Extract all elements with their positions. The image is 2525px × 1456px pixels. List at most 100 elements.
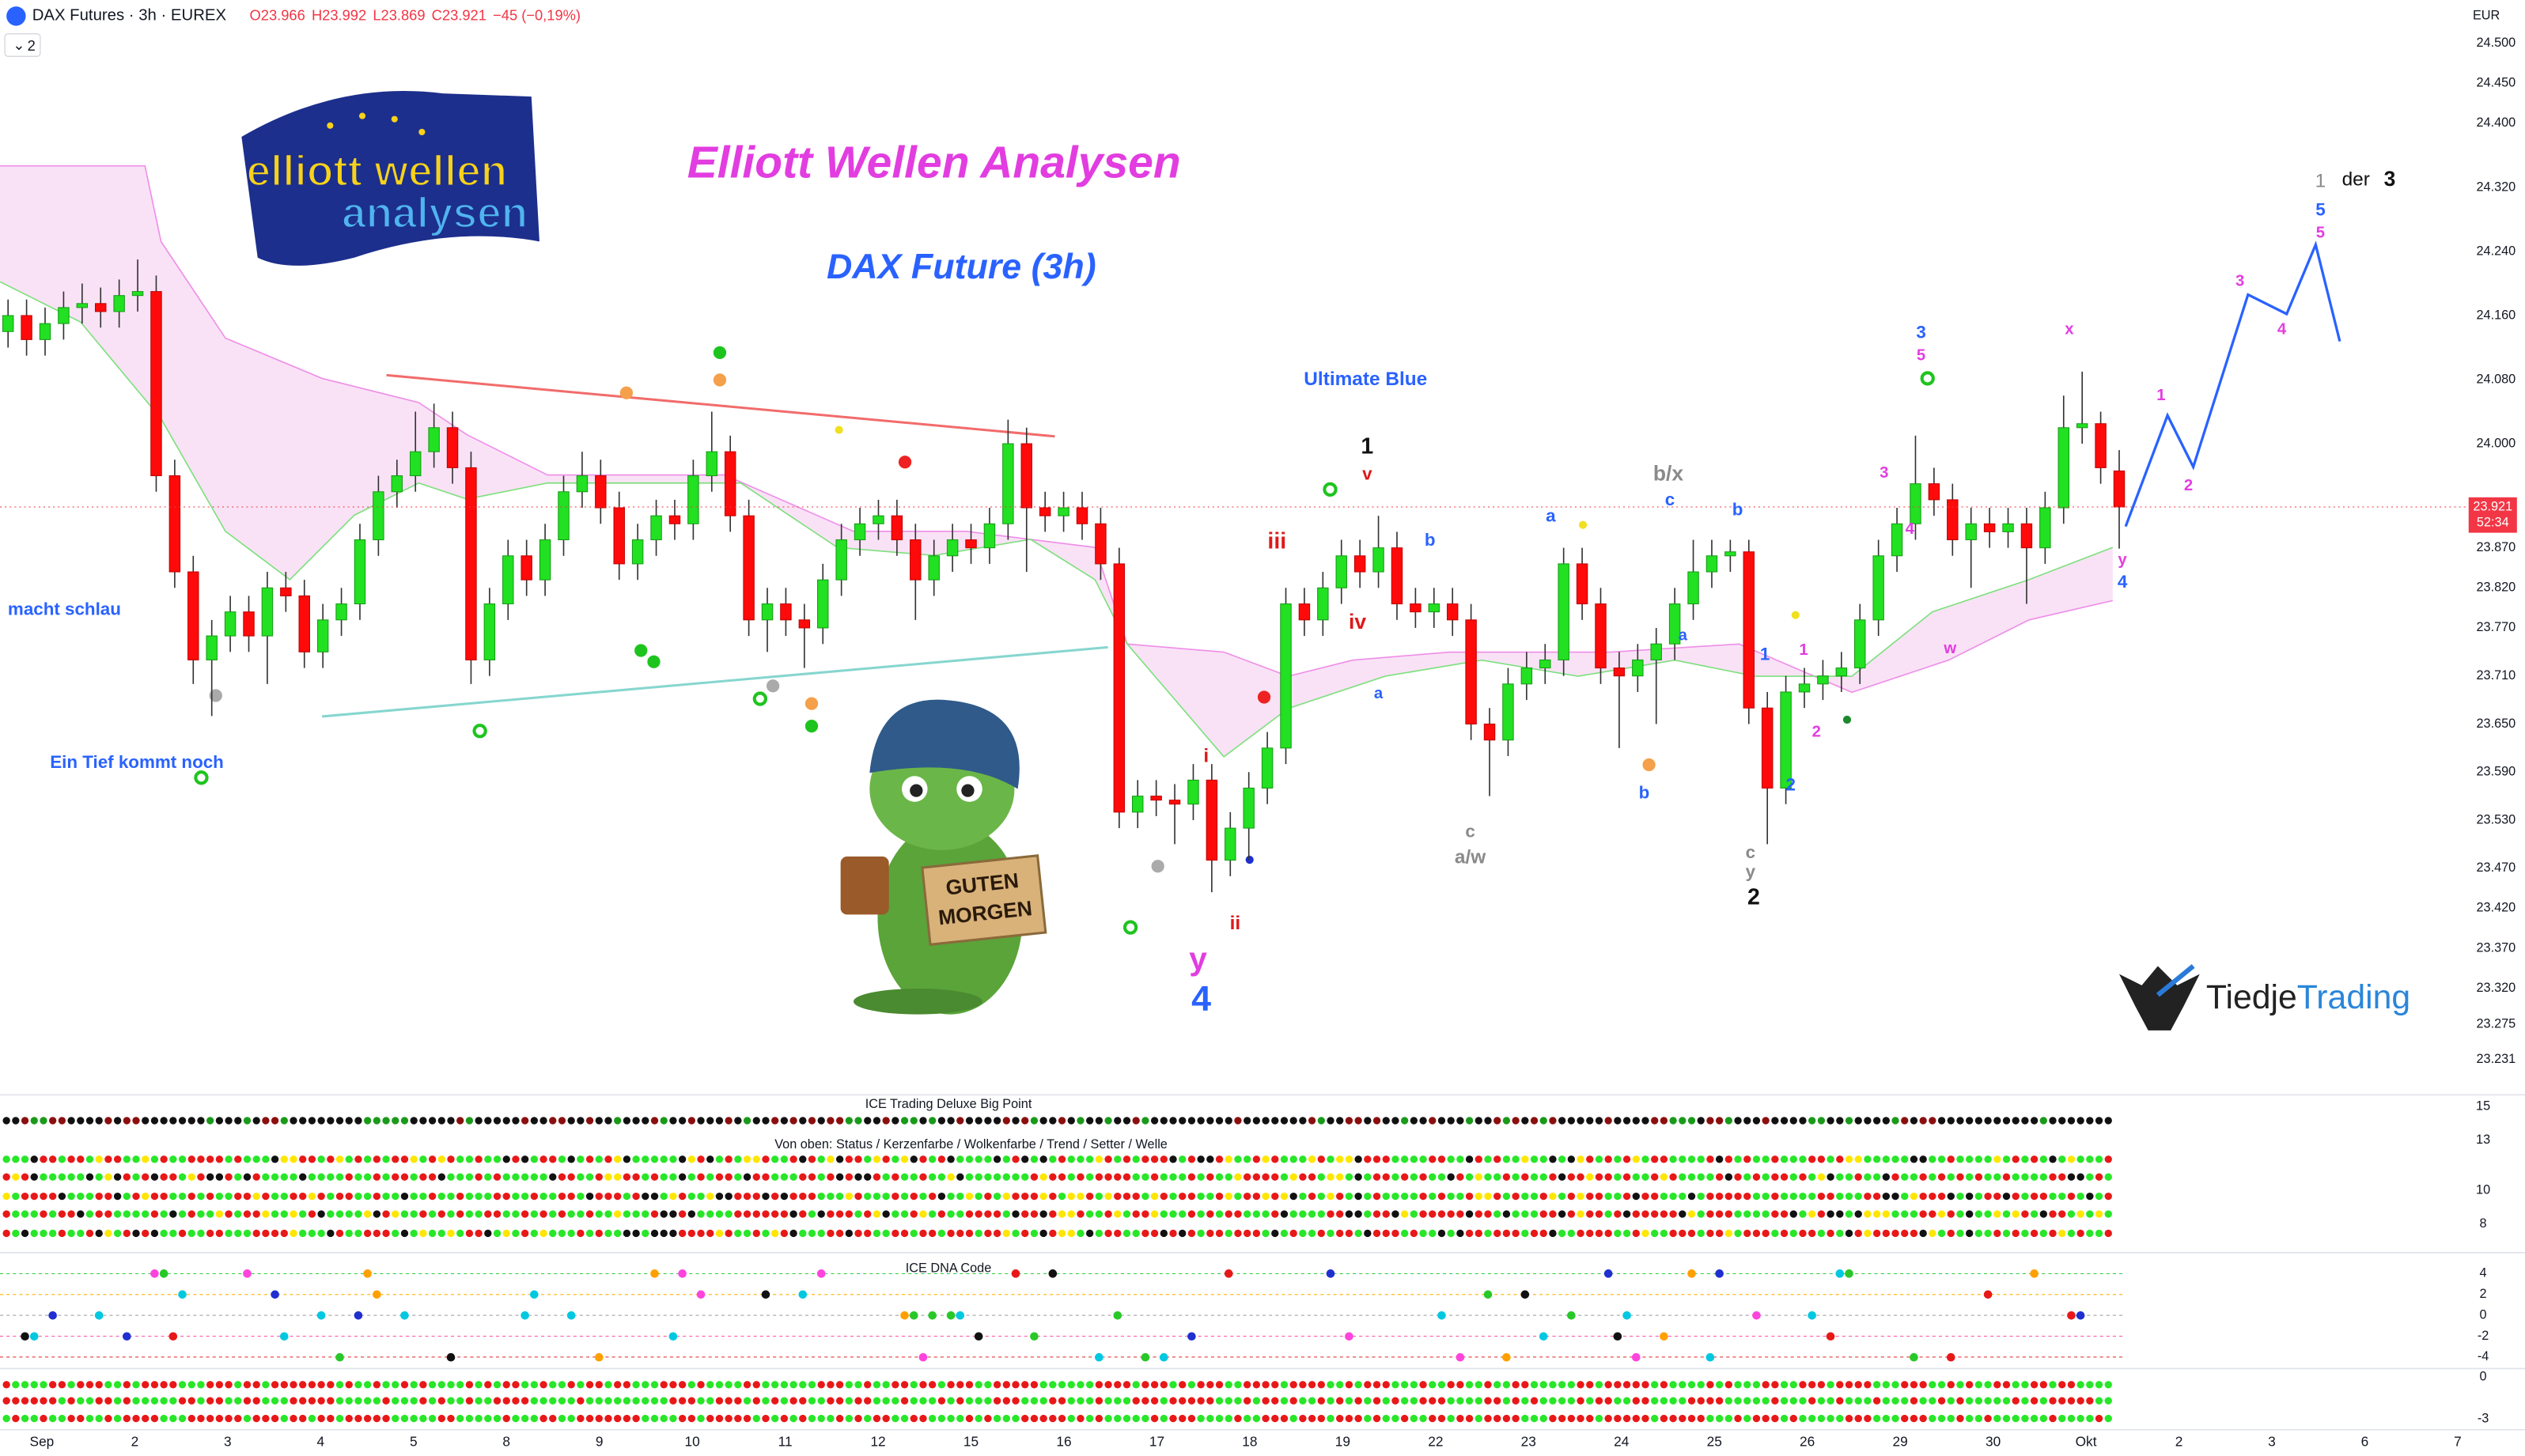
candle-body [576, 475, 589, 493]
momentum-dot [215, 1397, 224, 1405]
ohlc-item: −45 (−0,19%) [493, 6, 581, 23]
status-dot [1122, 1192, 1131, 1201]
momentum-dot [187, 1414, 195, 1423]
momentum-dot [1077, 1397, 1085, 1405]
momentum-dot [317, 1381, 325, 1389]
momentum-dot [669, 1397, 677, 1405]
momentum-dot [1901, 1414, 1909, 1423]
momentum-dot [1215, 1414, 1224, 1423]
status-dot [40, 1210, 47, 1218]
status-dot [1974, 1192, 1983, 1201]
momentum-dot [1864, 1397, 1872, 1405]
status-dot [900, 1210, 909, 1218]
momentum-dot [1132, 1397, 1140, 1405]
y-tick-label: 24.320 [2476, 180, 2516, 194]
status-dot [30, 1210, 38, 1218]
status-dot [1937, 1192, 1946, 1201]
status-dot [2002, 1173, 2011, 1181]
status-dot [919, 1173, 927, 1181]
status-dot [928, 1192, 937, 1201]
momentum-dot [808, 1397, 816, 1405]
momentum-dot [1114, 1381, 1122, 1389]
status-dot [493, 1229, 502, 1238]
momentum-dot [1687, 1381, 1696, 1389]
momentum-dot [1910, 1381, 1918, 1389]
status-dot [354, 1173, 362, 1181]
status-dot [2030, 1117, 2039, 1125]
dna-dot [1345, 1332, 1353, 1341]
status-dot [1382, 1192, 1390, 1201]
momentum-dot [484, 1414, 492, 1423]
momentum-dot [1317, 1414, 1325, 1423]
status-dot [1317, 1117, 1325, 1125]
status-dot [1706, 1173, 1714, 1181]
momentum-dot [1697, 1381, 1705, 1389]
status-dot [2104, 1210, 2112, 1218]
status-dot [1669, 1192, 1677, 1201]
status-dot [604, 1173, 612, 1181]
status-dot [975, 1210, 982, 1218]
status-dot [1706, 1210, 1714, 1218]
status-dot [1077, 1117, 1085, 1125]
dna-dot [1224, 1269, 1233, 1278]
status-dot [1549, 1173, 1557, 1181]
momentum-dot [1586, 1381, 1594, 1389]
status-dot [345, 1173, 353, 1181]
status-dot [1956, 1192, 1964, 1201]
momentum-dot [363, 1381, 372, 1389]
status-dot [428, 1192, 437, 1201]
status-dot [215, 1210, 224, 1218]
status-dot [1854, 1210, 1862, 1218]
status-dot [650, 1117, 659, 1125]
status-dot [400, 1229, 409, 1238]
status-dot [48, 1229, 57, 1238]
status-dot [660, 1229, 668, 1238]
momentum-dot [30, 1381, 38, 1389]
status-dot [845, 1229, 854, 1238]
indicator-tick-label: 15 [2476, 1099, 2490, 1114]
status-dot [2030, 1173, 2039, 1181]
status-dot [1280, 1155, 1289, 1163]
status-dot [1085, 1117, 1094, 1125]
status-dot [549, 1192, 557, 1201]
y-tick-label: 24.160 [2476, 308, 2516, 322]
wave-label: b [1639, 783, 1650, 803]
status-dot [539, 1173, 547, 1181]
momentum-dot [1336, 1381, 1344, 1389]
layers-toggle[interactable] [4, 33, 41, 57]
dna-dot [1539, 1332, 1548, 1341]
momentum-dot [169, 1414, 177, 1423]
status-dot [956, 1117, 964, 1125]
status-dot [1308, 1117, 1316, 1125]
status-dot [762, 1192, 770, 1201]
status-dot [762, 1155, 770, 1163]
status-dot [2086, 1155, 2094, 1163]
status-dot [1484, 1192, 1492, 1201]
momentum-dot [1947, 1397, 1955, 1405]
status-dot [2049, 1229, 2057, 1238]
momentum-dot [1299, 1414, 1307, 1423]
momentum-dot [290, 1414, 297, 1423]
status-dot [2067, 1173, 2076, 1181]
status-dot [169, 1117, 177, 1125]
status-dot [132, 1117, 140, 1125]
status-dot [1697, 1117, 1705, 1125]
momentum-dot [1512, 1381, 1520, 1389]
status-dot [1929, 1210, 1936, 1218]
candle-body [58, 307, 70, 324]
status-dot [299, 1192, 307, 1201]
status-dot [1437, 1117, 1446, 1125]
status-dot [585, 1229, 594, 1238]
status-dot [642, 1117, 649, 1125]
momentum-dot [752, 1414, 760, 1423]
status-dot [1799, 1229, 1807, 1238]
status-dot [1141, 1210, 1149, 1218]
status-dot [1345, 1155, 1353, 1163]
status-dot [104, 1155, 112, 1163]
status-dot [48, 1117, 57, 1125]
status-dot [1206, 1173, 1214, 1181]
status-dot [392, 1173, 399, 1181]
status-dot [1419, 1117, 1427, 1125]
status-dot [734, 1155, 742, 1163]
dna-dot [400, 1310, 409, 1320]
